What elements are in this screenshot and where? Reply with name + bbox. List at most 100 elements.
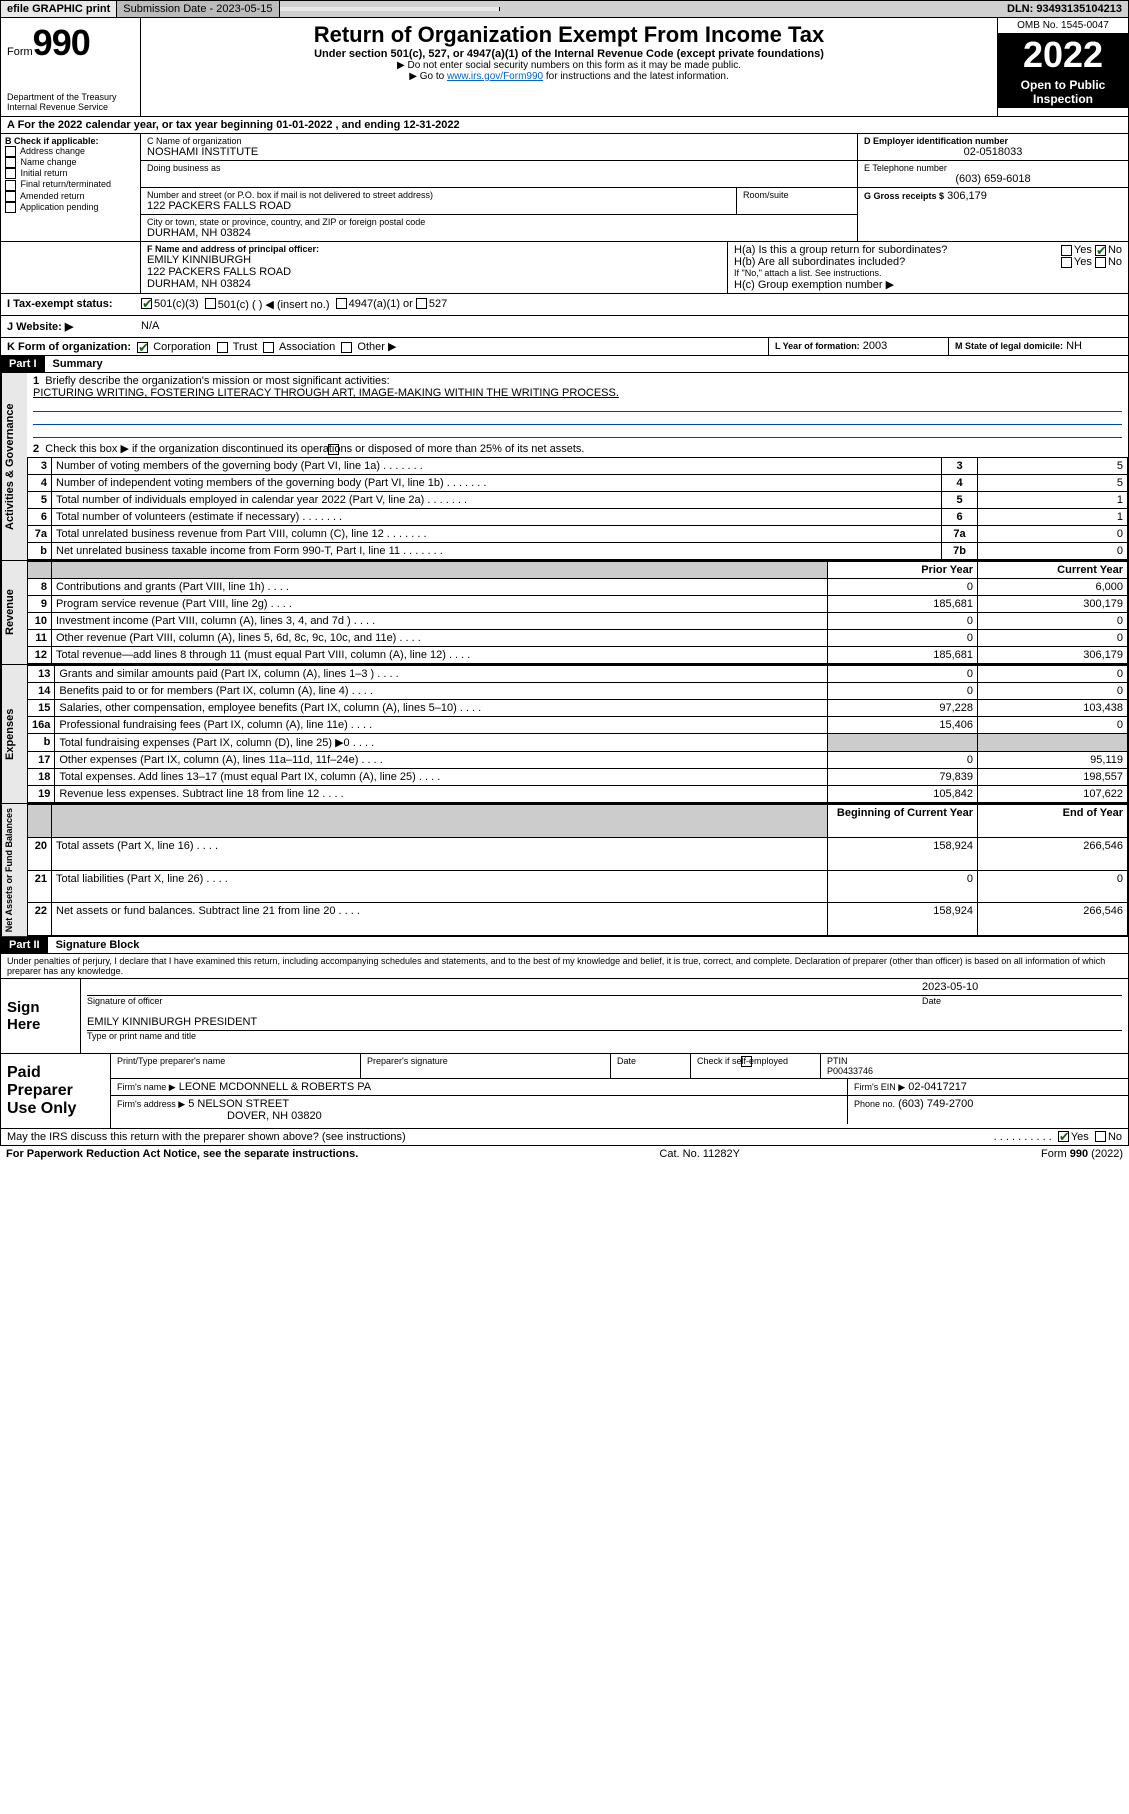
addr-header: Number and street (or P.O. box if mail i… [147, 190, 730, 200]
h-note: If "No," attach a list. See instructions… [734, 268, 1122, 278]
box-b-header: B Check if applicable: [5, 136, 136, 146]
discuss-yes-label: Yes [1071, 1131, 1089, 1143]
sign-here-block: Sign Here Signature of officer 2023-05-1… [0, 979, 1129, 1054]
line-a: A For the 2022 calendar year, or tax yea… [0, 117, 1129, 134]
box-e-header: E Telephone number [864, 163, 1122, 173]
blank-button[interactable] [280, 7, 500, 11]
sig-date-label: Date [922, 995, 1122, 1006]
footer-right: Form 990 (2022) [1041, 1148, 1123, 1160]
state-domicile: NH [1066, 340, 1082, 352]
k-other-checkbox[interactable] [341, 342, 352, 353]
footer-mid: Cat. No. 11282Y [659, 1148, 740, 1160]
part-2-header: Part II Signature Block [0, 937, 1129, 954]
org-name: NOSHAMI INSTITUTE [147, 146, 851, 158]
discuss-no-checkbox[interactable] [1095, 1131, 1106, 1142]
box-b-item: Address change [5, 146, 136, 157]
line-i: I Tax-exempt status: 501(c)(3) 501(c) ( … [0, 294, 1129, 316]
discuss-yes-checkbox[interactable] [1058, 1131, 1069, 1142]
i-501c-label: 501(c) ( ) ◀ (insert no.) [218, 298, 330, 311]
city-header: City or town, state or province, country… [147, 217, 851, 227]
net-assets-block: Net Assets or Fund Balances Beginning of… [0, 804, 1129, 937]
box-b-checkbox[interactable] [5, 146, 16, 157]
firm-addr1: 5 NELSON STREET [188, 1098, 289, 1110]
net-assets-table: Beginning of Current YearEnd of Year20To… [27, 804, 1128, 936]
type-name-label: Type or print name and title [87, 1030, 1122, 1041]
box-b-checkbox[interactable] [5, 191, 16, 202]
form-label: Form [7, 46, 33, 58]
firm-ein-label: Firm's EIN ▶ [854, 1082, 905, 1092]
box-g-header: G Gross receipts $ [864, 191, 944, 201]
i-header: I Tax-exempt status: [7, 298, 141, 311]
gross-receipts: 306,179 [947, 190, 987, 202]
paid-preparer-block: Paid Preparer Use Only Print/Type prepar… [0, 1054, 1129, 1129]
street-address: 122 PACKERS FALLS ROAD [147, 200, 730, 212]
l2-checkbox[interactable] [328, 444, 339, 455]
form-header: Form990 Department of the Treasury Inter… [0, 18, 1129, 117]
k-other-label: Other ▶ [357, 341, 396, 353]
box-b-item: Final return/terminated [5, 179, 136, 190]
box-b-checkbox[interactable] [5, 168, 16, 179]
subtitle-1: Under section 501(c), 527, or 4947(a)(1)… [147, 48, 991, 60]
k-trust-checkbox[interactable] [217, 342, 228, 353]
h-b-label: H(b) Are all subordinates included? [734, 256, 1061, 268]
m-header: M State of legal domicile: [955, 341, 1063, 351]
open-inspection: Open to Public Inspection [998, 76, 1128, 108]
ein-value: 02-0518033 [864, 146, 1122, 158]
dept-treasury: Department of the Treasury [7, 92, 134, 102]
box-b-checkbox[interactable] [5, 180, 16, 191]
h-a-label: H(a) Is this a group return for subordin… [734, 244, 1061, 256]
l1-text: PICTURING WRITING, FOSTERING LITERACY TH… [33, 387, 619, 399]
i-501c3-label: 501(c)(3) [154, 298, 199, 311]
discuss-row: May the IRS discuss this return with the… [0, 1129, 1129, 1146]
i-4947-checkbox[interactable] [336, 298, 347, 309]
firm-addr-label: Firm's address ▶ [117, 1099, 185, 1109]
self-employed-checkbox[interactable] [741, 1056, 752, 1067]
firm-ein-value: 02-0417217 [908, 1081, 967, 1093]
k-assoc-checkbox[interactable] [263, 342, 274, 353]
firm-phone-label: Phone no. [854, 1099, 895, 1109]
form-title: Return of Organization Exempt From Incom… [147, 22, 991, 48]
omb-number: OMB No. 1545-0047 [998, 18, 1128, 34]
j-header: J Website: ▶ [7, 320, 141, 333]
prep-sig-col: Preparer's signature [361, 1054, 611, 1078]
irs-link[interactable]: www.irs.gov/Form990 [447, 71, 543, 82]
i-4947-label: 4947(a)(1) or [349, 298, 413, 311]
dba-header: Doing business as [147, 163, 851, 173]
l-header: L Year of formation: [775, 341, 860, 351]
part-1-title: Summary [45, 356, 111, 372]
room-header: Room/suite [743, 190, 851, 200]
efile-print-button[interactable]: efile GRAPHIC print [1, 1, 117, 17]
i-501c3-checkbox[interactable] [141, 298, 152, 309]
box-b-checkbox[interactable] [5, 202, 16, 213]
sig-date-value: 2023-05-10 [922, 981, 1122, 993]
h-b-no-checkbox[interactable] [1095, 257, 1106, 268]
sign-here-label: Sign Here [1, 979, 81, 1053]
i-501c-checkbox[interactable] [205, 298, 216, 309]
k-corp-label: Corporation [153, 341, 210, 353]
h-a-no-checkbox[interactable] [1095, 245, 1106, 256]
box-f-header: F Name and address of principal officer: [147, 244, 721, 254]
discuss-label: May the IRS discuss this return with the… [7, 1131, 994, 1143]
firm-phone-value: (603) 749-2700 [898, 1098, 973, 1110]
i-527-checkbox[interactable] [416, 298, 427, 309]
prep-date-col: Date [611, 1054, 691, 1078]
yes-label-2: Yes [1074, 256, 1092, 268]
l1-label: Briefly describe the organization's miss… [45, 375, 389, 387]
part-2-title: Signature Block [48, 937, 148, 953]
phone-value: (603) 659-6018 [864, 173, 1122, 185]
revenue-table: Prior YearCurrent Year8Contributions and… [27, 561, 1128, 664]
k-trust-label: Trust [233, 341, 258, 353]
k-assoc-label: Association [279, 341, 335, 353]
h-a-yes-checkbox[interactable] [1061, 245, 1072, 256]
k-corp-checkbox[interactable] [137, 342, 148, 353]
box-b-item: Initial return [5, 168, 136, 179]
year-formation: 2003 [863, 340, 887, 352]
side-governance: Activities & Governance [1, 373, 27, 560]
side-revenue: Revenue [1, 561, 27, 664]
officer-street: 122 PACKERS FALLS ROAD [147, 266, 721, 278]
box-b-checkbox[interactable] [5, 157, 16, 168]
side-net-assets: Net Assets or Fund Balances [1, 804, 27, 936]
officer-block: F Name and address of principal officer:… [0, 242, 1129, 294]
discuss-no-label: No [1108, 1131, 1122, 1143]
h-b-yes-checkbox[interactable] [1061, 257, 1072, 268]
